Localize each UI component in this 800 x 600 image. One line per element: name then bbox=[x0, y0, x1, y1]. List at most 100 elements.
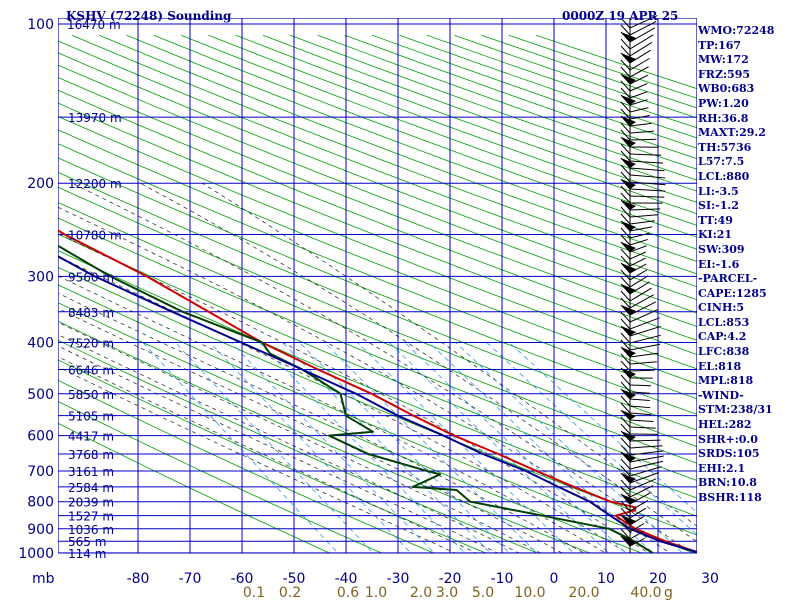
stat-item: EL:818 bbox=[698, 359, 742, 373]
wind-barb-flag bbox=[620, 122, 631, 134]
stat-item: RH:36.8 bbox=[698, 111, 749, 125]
wind-barb-flag bbox=[620, 521, 631, 533]
wind-barb-pennant bbox=[621, 305, 636, 315]
wind-barb-pennant bbox=[621, 95, 636, 105]
wind-barb-pennant bbox=[621, 200, 636, 210]
stat-item: SI:-1.2 bbox=[698, 199, 739, 213]
wind-barb bbox=[629, 99, 648, 106]
wind-barb-flag bbox=[620, 374, 631, 386]
wind-barb-flag bbox=[620, 311, 631, 323]
wind-barb bbox=[629, 27, 656, 43]
stat-item: SW:309 bbox=[698, 242, 745, 256]
wind-barb-flag bbox=[620, 339, 631, 351]
wind-barb-flag bbox=[620, 458, 631, 470]
height-label: 5105 m bbox=[68, 410, 114, 424]
mixing-ratio-line bbox=[282, 342, 492, 553]
mixing-ratio-line bbox=[230, 342, 435, 553]
stat-item: MW:172 bbox=[698, 53, 749, 67]
wind-barb-pennant bbox=[621, 515, 636, 525]
wind-barb bbox=[629, 74, 649, 85]
height-label: 114 m bbox=[68, 547, 106, 561]
mixing-ratio-line bbox=[209, 342, 412, 553]
wind-barb bbox=[629, 439, 661, 442]
pressure-label: 800 bbox=[27, 495, 54, 511]
wind-barb bbox=[629, 445, 663, 449]
wind-barb-flag bbox=[620, 24, 631, 36]
wind-barb-flag bbox=[620, 108, 631, 120]
mixing-ratio-tick-label: 1.0 bbox=[365, 585, 387, 600]
wind-barb-flag bbox=[620, 192, 631, 204]
pressure-label: 400 bbox=[27, 335, 54, 351]
wind-barb-pennant bbox=[621, 137, 636, 147]
wind-barb bbox=[629, 281, 650, 295]
wind-barb-flag bbox=[620, 269, 631, 281]
sounding-line bbox=[58, 244, 654, 553]
height-label: 13970 m bbox=[68, 111, 122, 125]
temperature-tick-label: 0 bbox=[550, 571, 559, 587]
temperature-tick-label: 20 bbox=[649, 571, 667, 587]
stat-item: MAXT:29.2 bbox=[698, 126, 766, 140]
moist-adiabat-line bbox=[58, 206, 671, 553]
wind-barb-pennant bbox=[621, 452, 636, 462]
mixing-ratio-line bbox=[142, 342, 339, 553]
wind-barb bbox=[629, 472, 660, 484]
wind-barb bbox=[629, 66, 649, 78]
dry-adiabat-line bbox=[58, 64, 697, 314]
pressure-label: 700 bbox=[27, 464, 54, 480]
stat-item: BRN:10.8 bbox=[698, 476, 757, 490]
stat-item: CINH:5 bbox=[698, 301, 745, 315]
wind-barb-flag bbox=[620, 479, 631, 491]
wind-barb bbox=[629, 167, 665, 172]
moist-adiabat-line bbox=[72, 182, 693, 553]
wind-barb-flag bbox=[620, 17, 631, 29]
wind-barb-pennant bbox=[621, 368, 636, 378]
wind-barb-flag bbox=[620, 528, 631, 540]
plot-frame bbox=[58, 18, 697, 553]
wind-barb-flag bbox=[620, 80, 631, 92]
dry-adiabat-line bbox=[58, 115, 697, 370]
temperature-tick-label: -40 bbox=[335, 571, 358, 587]
dry-adiabat-line bbox=[58, 129, 697, 385]
wind-barb bbox=[629, 208, 661, 211]
wind-barb-flag bbox=[620, 332, 631, 344]
dry-adiabat-line bbox=[58, 320, 591, 553]
wind-barb bbox=[629, 301, 657, 316]
wind-barb bbox=[629, 492, 651, 505]
mixing-ratio-line bbox=[428, 342, 654, 553]
height-label: 1527 m bbox=[68, 510, 114, 524]
dry-adiabat-line bbox=[98, 34, 697, 262]
temperature-tick-label: -20 bbox=[439, 571, 462, 587]
temperature-tick-label: 30 bbox=[701, 571, 719, 587]
mixing-ratio-line bbox=[324, 342, 538, 553]
mixing-ratio-line bbox=[389, 342, 610, 553]
wind-barb-flag bbox=[620, 360, 631, 372]
wind-barb-flag bbox=[620, 507, 631, 519]
wind-barb-flag bbox=[620, 185, 631, 197]
wind-barb bbox=[629, 138, 657, 141]
dry-adiabat-line bbox=[58, 250, 697, 517]
height-label: 12200 m bbox=[68, 177, 122, 191]
pressure-label: 900 bbox=[27, 522, 54, 538]
temperature-tick-label: -70 bbox=[179, 571, 202, 587]
height-label: 565 m bbox=[68, 535, 106, 549]
wind-barb bbox=[629, 466, 662, 477]
stat-item: TP:167 bbox=[698, 38, 742, 52]
wind-barb bbox=[629, 257, 646, 267]
x-axis-unit-label: mb bbox=[32, 571, 55, 587]
wind-barb bbox=[629, 15, 658, 29]
stat-item: PW:1.20 bbox=[698, 96, 749, 110]
wind-barb bbox=[629, 287, 652, 302]
wind-barb bbox=[629, 317, 660, 330]
wind-barb bbox=[629, 122, 652, 127]
wind-barb-flag bbox=[620, 437, 631, 449]
dry-adiabat-line bbox=[58, 400, 383, 553]
wind-barb-flag bbox=[620, 402, 631, 414]
wind-barb-flag bbox=[620, 150, 631, 162]
wind-barb bbox=[629, 57, 650, 71]
mixing-ratio-tick-label: 5.0 bbox=[472, 585, 494, 600]
wind-barb-flag bbox=[620, 395, 631, 407]
wind-barb bbox=[629, 188, 666, 192]
wind-barb bbox=[629, 369, 655, 372]
wind-barb bbox=[629, 83, 648, 92]
mixing-ratio-tick-label: 20.0 bbox=[568, 585, 599, 600]
